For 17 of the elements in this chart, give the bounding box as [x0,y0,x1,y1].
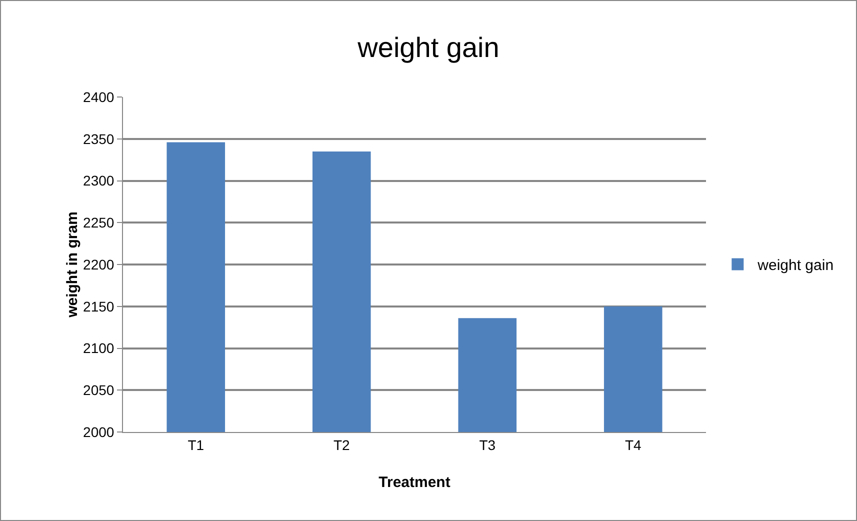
y-axis-title: weight in gram [64,212,82,318]
x-tick-label: T3 [479,436,496,453]
y-tick-label: 2200 [83,256,114,272]
chart-title: weight gain [356,32,500,63]
y-tick-label: 2250 [83,214,114,231]
y-tick-label: 2400 [83,88,114,105]
x-tick-label: T1 [188,436,204,453]
y-tick-label: 2000 [83,424,114,440]
x-tick-label: T2 [333,436,350,453]
y-tick-label: 2100 [83,340,114,356]
x-tick-label: T4 [624,436,642,453]
y-tick-label: 2350 [83,130,114,147]
y-tick-label: 2300 [83,172,114,189]
legend-label: weight gain [756,257,834,274]
x-axis-title: Treatment [378,474,450,491]
y-tick-label: 2050 [83,382,114,398]
y-tick-label: 2150 [83,298,114,314]
